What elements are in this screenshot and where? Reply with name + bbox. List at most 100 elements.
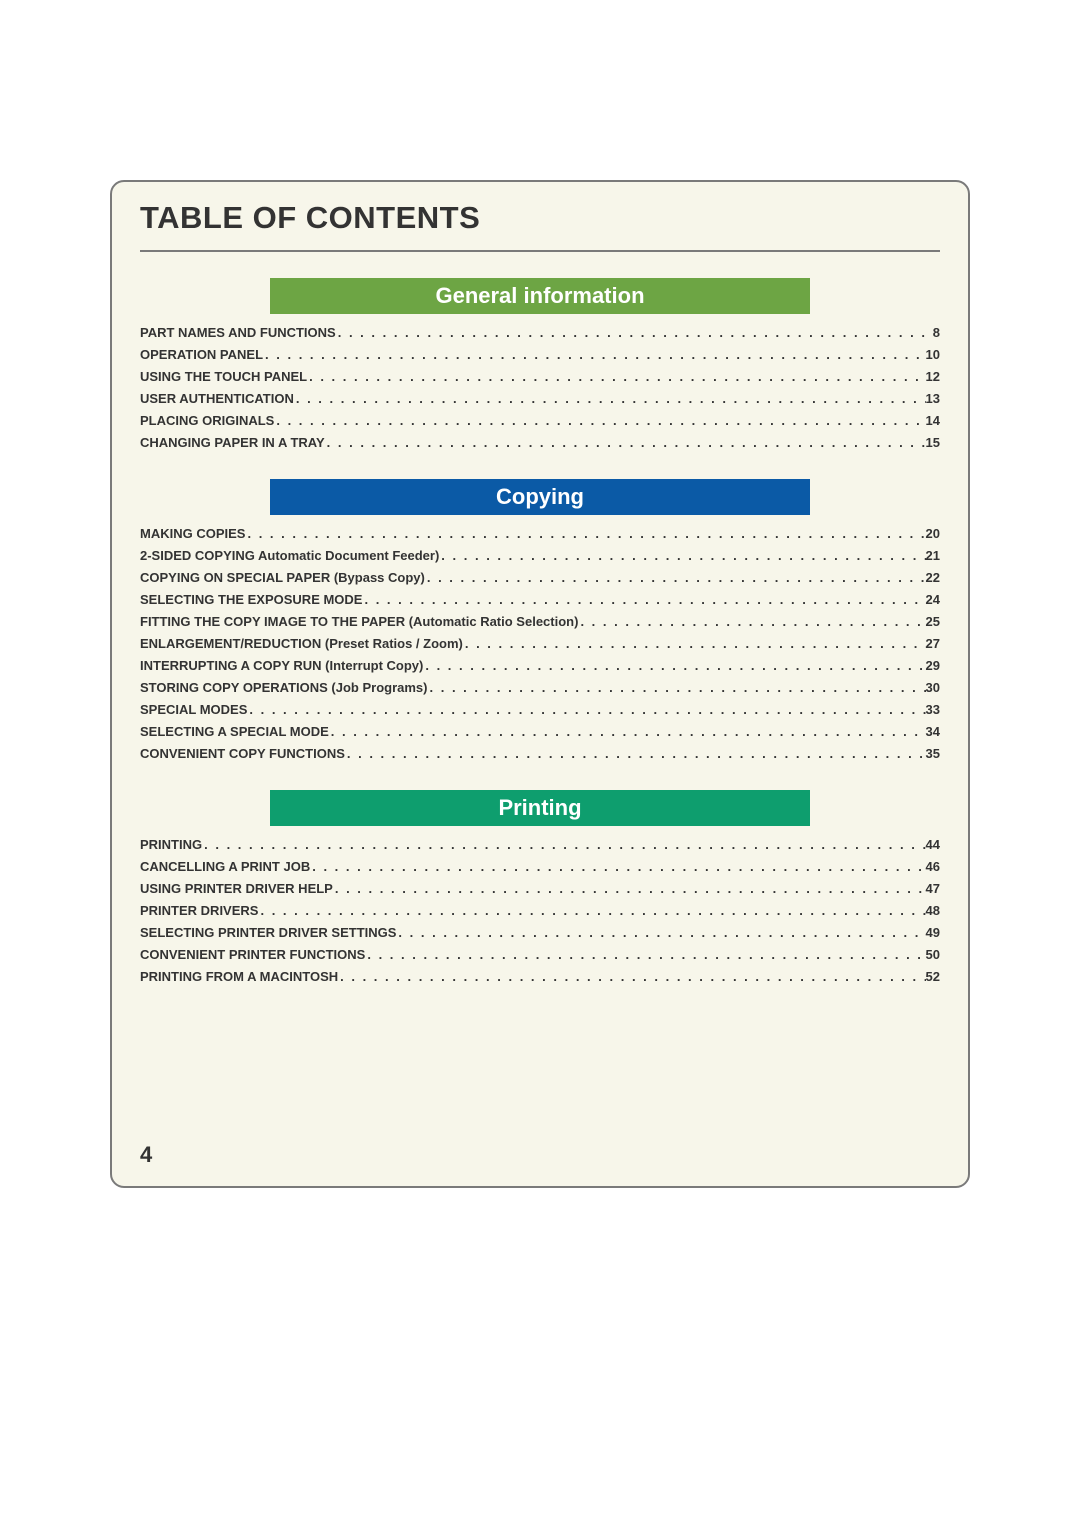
toc-entry-label: SELECTING THE EXPOSURE MODE xyxy=(140,593,362,606)
toc-entry-leader-dots: . . . . . . . . . . . . . . . . . . . . … xyxy=(345,747,926,760)
toc-entry[interactable]: SELECTING THE EXPOSURE MODE . . . . . . … xyxy=(140,593,940,606)
toc-entry-leader-dots: . . . . . . . . . . . . . . . . . . . . … xyxy=(258,904,925,917)
toc-entry[interactable]: CANCELLING A PRINT JOB . . . . . . . . .… xyxy=(140,860,940,873)
toc-entry-leader-dots: . . . . . . . . . . . . . . . . . . . . … xyxy=(336,326,933,339)
toc-entry-label: CHANGING PAPER IN A TRAY xyxy=(140,436,325,449)
toc-entry[interactable]: USING PRINTER DRIVER HELP . . . . . . . … xyxy=(140,882,940,895)
toc-entry-page: 52 xyxy=(926,970,940,983)
toc-entry-leader-dots: . . . . . . . . . . . . . . . . . . . . … xyxy=(307,370,925,383)
toc-entry-page: 35 xyxy=(926,747,940,760)
toc-entry-page: 48 xyxy=(926,904,940,917)
toc-entry-leader-dots: . . . . . . . . . . . . . . . . . . . . … xyxy=(310,860,925,873)
toc-entry-page: 24 xyxy=(926,593,940,606)
toc-entry[interactable]: FITTING THE COPY IMAGE TO THE PAPER (Aut… xyxy=(140,615,940,628)
toc-entry[interactable]: PLACING ORIGINALS . . . . . . . . . . . … xyxy=(140,414,940,427)
toc-entry-page: 29 xyxy=(926,659,940,672)
toc-entry[interactable]: PART NAMES AND FUNCTIONS . . . . . . . .… xyxy=(140,326,940,339)
toc-entry-leader-dots: . . . . . . . . . . . . . . . . . . . . … xyxy=(338,970,925,983)
toc-entry-page: 27 xyxy=(926,637,940,650)
toc-entry-page: 46 xyxy=(926,860,940,873)
toc-entry-label: SELECTING A SPECIAL MODE xyxy=(140,725,329,738)
toc-entry-page: 21 xyxy=(926,549,940,562)
toc-entry[interactable]: PRINTING FROM A MACINTOSH . . . . . . . … xyxy=(140,970,940,983)
toc-entry-label: OPERATION PANEL xyxy=(140,348,263,361)
toc-entry-list: PART NAMES AND FUNCTIONS . . . . . . . .… xyxy=(140,326,940,449)
section-heading-band: Copying xyxy=(270,479,810,515)
toc-entry-label: COPYING ON SPECIAL PAPER (Bypass Copy) xyxy=(140,571,425,584)
toc-entry-label: FITTING THE COPY IMAGE TO THE PAPER (Aut… xyxy=(140,615,578,628)
toc-entry[interactable]: CHANGING PAPER IN A TRAY . . . . . . . .… xyxy=(140,436,940,449)
toc-entry-leader-dots: . . . . . . . . . . . . . . . . . . . . … xyxy=(274,414,925,427)
title-wrap: TABLE OF CONTENTS xyxy=(140,182,940,252)
toc-entry[interactable]: CONVENIENT COPY FUNCTIONS . . . . . . . … xyxy=(140,747,940,760)
toc-entry[interactable]: PRINTING . . . . . . . . . . . . . . . .… xyxy=(140,838,940,851)
toc-entry-leader-dots: . . . . . . . . . . . . . . . . . . . . … xyxy=(425,571,926,584)
toc-entry-page: 50 xyxy=(926,948,940,961)
toc-entry-leader-dots: . . . . . . . . . . . . . . . . . . . . … xyxy=(325,436,926,449)
toc-entry[interactable]: SELECTING A SPECIAL MODE . . . . . . . .… xyxy=(140,725,940,738)
toc-entry-label: SELECTING PRINTER DRIVER SETTINGS xyxy=(140,926,396,939)
toc-entry[interactable]: INTERRUPTING A COPY RUN (Interrupt Copy)… xyxy=(140,659,940,672)
toc-entry-label: STORING COPY OPERATIONS (Job Programs) xyxy=(140,681,428,694)
toc-entry-leader-dots: . . . . . . . . . . . . . . . . . . . . … xyxy=(439,549,925,562)
toc-entry-leader-dots: . . . . . . . . . . . . . . . . . . . . … xyxy=(329,725,926,738)
sections-host: General information PART NAMES AND FUNCTI… xyxy=(140,278,940,983)
toc-entry[interactable]: USING THE TOUCH PANEL . . . . . . . . . … xyxy=(140,370,940,383)
toc-entry-page: 13 xyxy=(926,392,940,405)
toc-entry-page: 33 xyxy=(926,703,940,716)
page-title: TABLE OF CONTENTS xyxy=(140,200,940,236)
toc-entry-page: 8 xyxy=(933,326,940,339)
toc-entry-page: 22 xyxy=(926,571,940,584)
toc-entry-label: PRINTER DRIVERS xyxy=(140,904,258,917)
toc-entry[interactable]: STORING COPY OPERATIONS (Job Programs) .… xyxy=(140,681,940,694)
toc-entry[interactable]: MAKING COPIES . . . . . . . . . . . . . … xyxy=(140,527,940,540)
toc-entry[interactable]: 2-SIDED COPYING Automatic Document Feede… xyxy=(140,549,940,562)
toc-entry-label: CONVENIENT PRINTER FUNCTIONS xyxy=(140,948,365,961)
toc-entry[interactable]: USER AUTHENTICATION . . . . . . . . . . … xyxy=(140,392,940,405)
page-number: 4 xyxy=(140,1142,152,1168)
section-heading-label: General information xyxy=(435,283,644,309)
section-heading-label: Printing xyxy=(498,795,581,821)
toc-entry-page: 15 xyxy=(926,436,940,449)
toc-entry[interactable]: CONVENIENT PRINTER FUNCTIONS . . . . . .… xyxy=(140,948,940,961)
toc-entry-label: USING PRINTER DRIVER HELP xyxy=(140,882,333,895)
toc-entry-label: SPECIAL MODES xyxy=(140,703,247,716)
toc-entry-page: 49 xyxy=(926,926,940,939)
content-frame: TABLE OF CONTENTS General information PAR… xyxy=(110,180,970,1188)
toc-entry[interactable]: PRINTER DRIVERS . . . . . . . . . . . . … xyxy=(140,904,940,917)
toc-entry-page: 34 xyxy=(926,725,940,738)
toc-entry-label: 2-SIDED COPYING Automatic Document Feede… xyxy=(140,549,439,562)
toc-entry-page: 12 xyxy=(926,370,940,383)
toc-entry-leader-dots: . . . . . . . . . . . . . . . . . . . . … xyxy=(463,637,926,650)
toc-entry-list: MAKING COPIES . . . . . . . . . . . . . … xyxy=(140,527,940,760)
toc-entry-leader-dots: . . . . . . . . . . . . . . . . . . . . … xyxy=(263,348,926,361)
toc-entry-leader-dots: . . . . . . . . . . . . . . . . . . . . … xyxy=(245,527,925,540)
toc-entry-page: 10 xyxy=(926,348,940,361)
toc-entry-label: PRINTING xyxy=(140,838,202,851)
toc-entry-label: CANCELLING A PRINT JOB xyxy=(140,860,310,873)
toc-entry-page: 25 xyxy=(926,615,940,628)
toc-entry[interactable]: OPERATION PANEL . . . . . . . . . . . . … xyxy=(140,348,940,361)
toc-entry-leader-dots: . . . . . . . . . . . . . . . . . . . . … xyxy=(202,838,925,851)
toc-entry-leader-dots: . . . . . . . . . . . . . . . . . . . . … xyxy=(428,681,926,694)
toc-entry[interactable]: SELECTING PRINTER DRIVER SETTINGS . . . … xyxy=(140,926,940,939)
document-page: TABLE OF CONTENTS General information PAR… xyxy=(0,0,1080,1528)
toc-entry-leader-dots: . . . . . . . . . . . . . . . . . . . . … xyxy=(294,392,926,405)
toc-entry-label: PART NAMES AND FUNCTIONS xyxy=(140,326,336,339)
toc-entry-page: 30 xyxy=(926,681,940,694)
toc-entry-label: PRINTING FROM A MACINTOSH xyxy=(140,970,338,983)
toc-entry-leader-dots: . . . . . . . . . . . . . . . . . . . . … xyxy=(423,659,925,672)
toc-entry-label: CONVENIENT COPY FUNCTIONS xyxy=(140,747,345,760)
toc-entry-leader-dots: . . . . . . . . . . . . . . . . . . . . … xyxy=(247,703,925,716)
toc-entry-label: USING THE TOUCH PANEL xyxy=(140,370,307,383)
section-heading-band: General information xyxy=(270,278,810,314)
toc-entry[interactable]: COPYING ON SPECIAL PAPER (Bypass Copy) .… xyxy=(140,571,940,584)
toc-entry-label: MAKING COPIES xyxy=(140,527,245,540)
section-heading-band: Printing xyxy=(270,790,810,826)
toc-entry-page: 20 xyxy=(926,527,940,540)
toc-entry[interactable]: SPECIAL MODES . . . . . . . . . . . . . … xyxy=(140,703,940,716)
toc-entry-leader-dots: . . . . . . . . . . . . . . . . . . . . … xyxy=(362,593,925,606)
toc-entry-page: 14 xyxy=(926,414,940,427)
toc-entry[interactable]: ENLARGEMENT/REDUCTION (Preset Ratios / Z… xyxy=(140,637,940,650)
toc-entry-leader-dots: . . . . . . . . . . . . . . . . . . . . … xyxy=(396,926,925,939)
